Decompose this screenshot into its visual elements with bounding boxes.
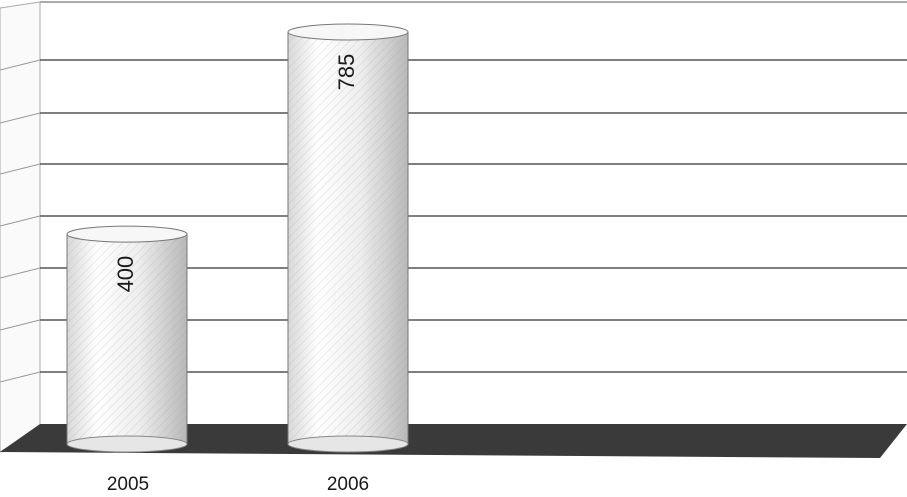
gridline-side [0, 371, 41, 383]
gridline-side [0, 59, 41, 71]
plot-floor [0, 424, 907, 458]
gridline-side [0, 267, 41, 279]
bar-base [287, 435, 409, 453]
bar-texture [288, 32, 408, 444]
gridline-side [0, 215, 41, 227]
bars: 400 785 [66, 23, 409, 453]
bar-top-cap [287, 23, 409, 41]
bar-2005: 400 [66, 225, 188, 453]
gridline-side [0, 319, 41, 331]
gridline-side [0, 163, 41, 175]
bar-2006: 785 [287, 23, 409, 453]
gridline-side [0, 112, 41, 124]
data-label-2005: 400 [113, 256, 138, 293]
category-label-2006: 2006 [327, 474, 369, 495]
category-label-2005: 2005 [107, 474, 149, 495]
bar-top-cap [66, 225, 188, 243]
bar-base [66, 435, 188, 453]
bar-texture [67, 234, 187, 444]
plot-side-wall [0, 1, 41, 453]
data-label-2006: 785 [334, 54, 359, 91]
